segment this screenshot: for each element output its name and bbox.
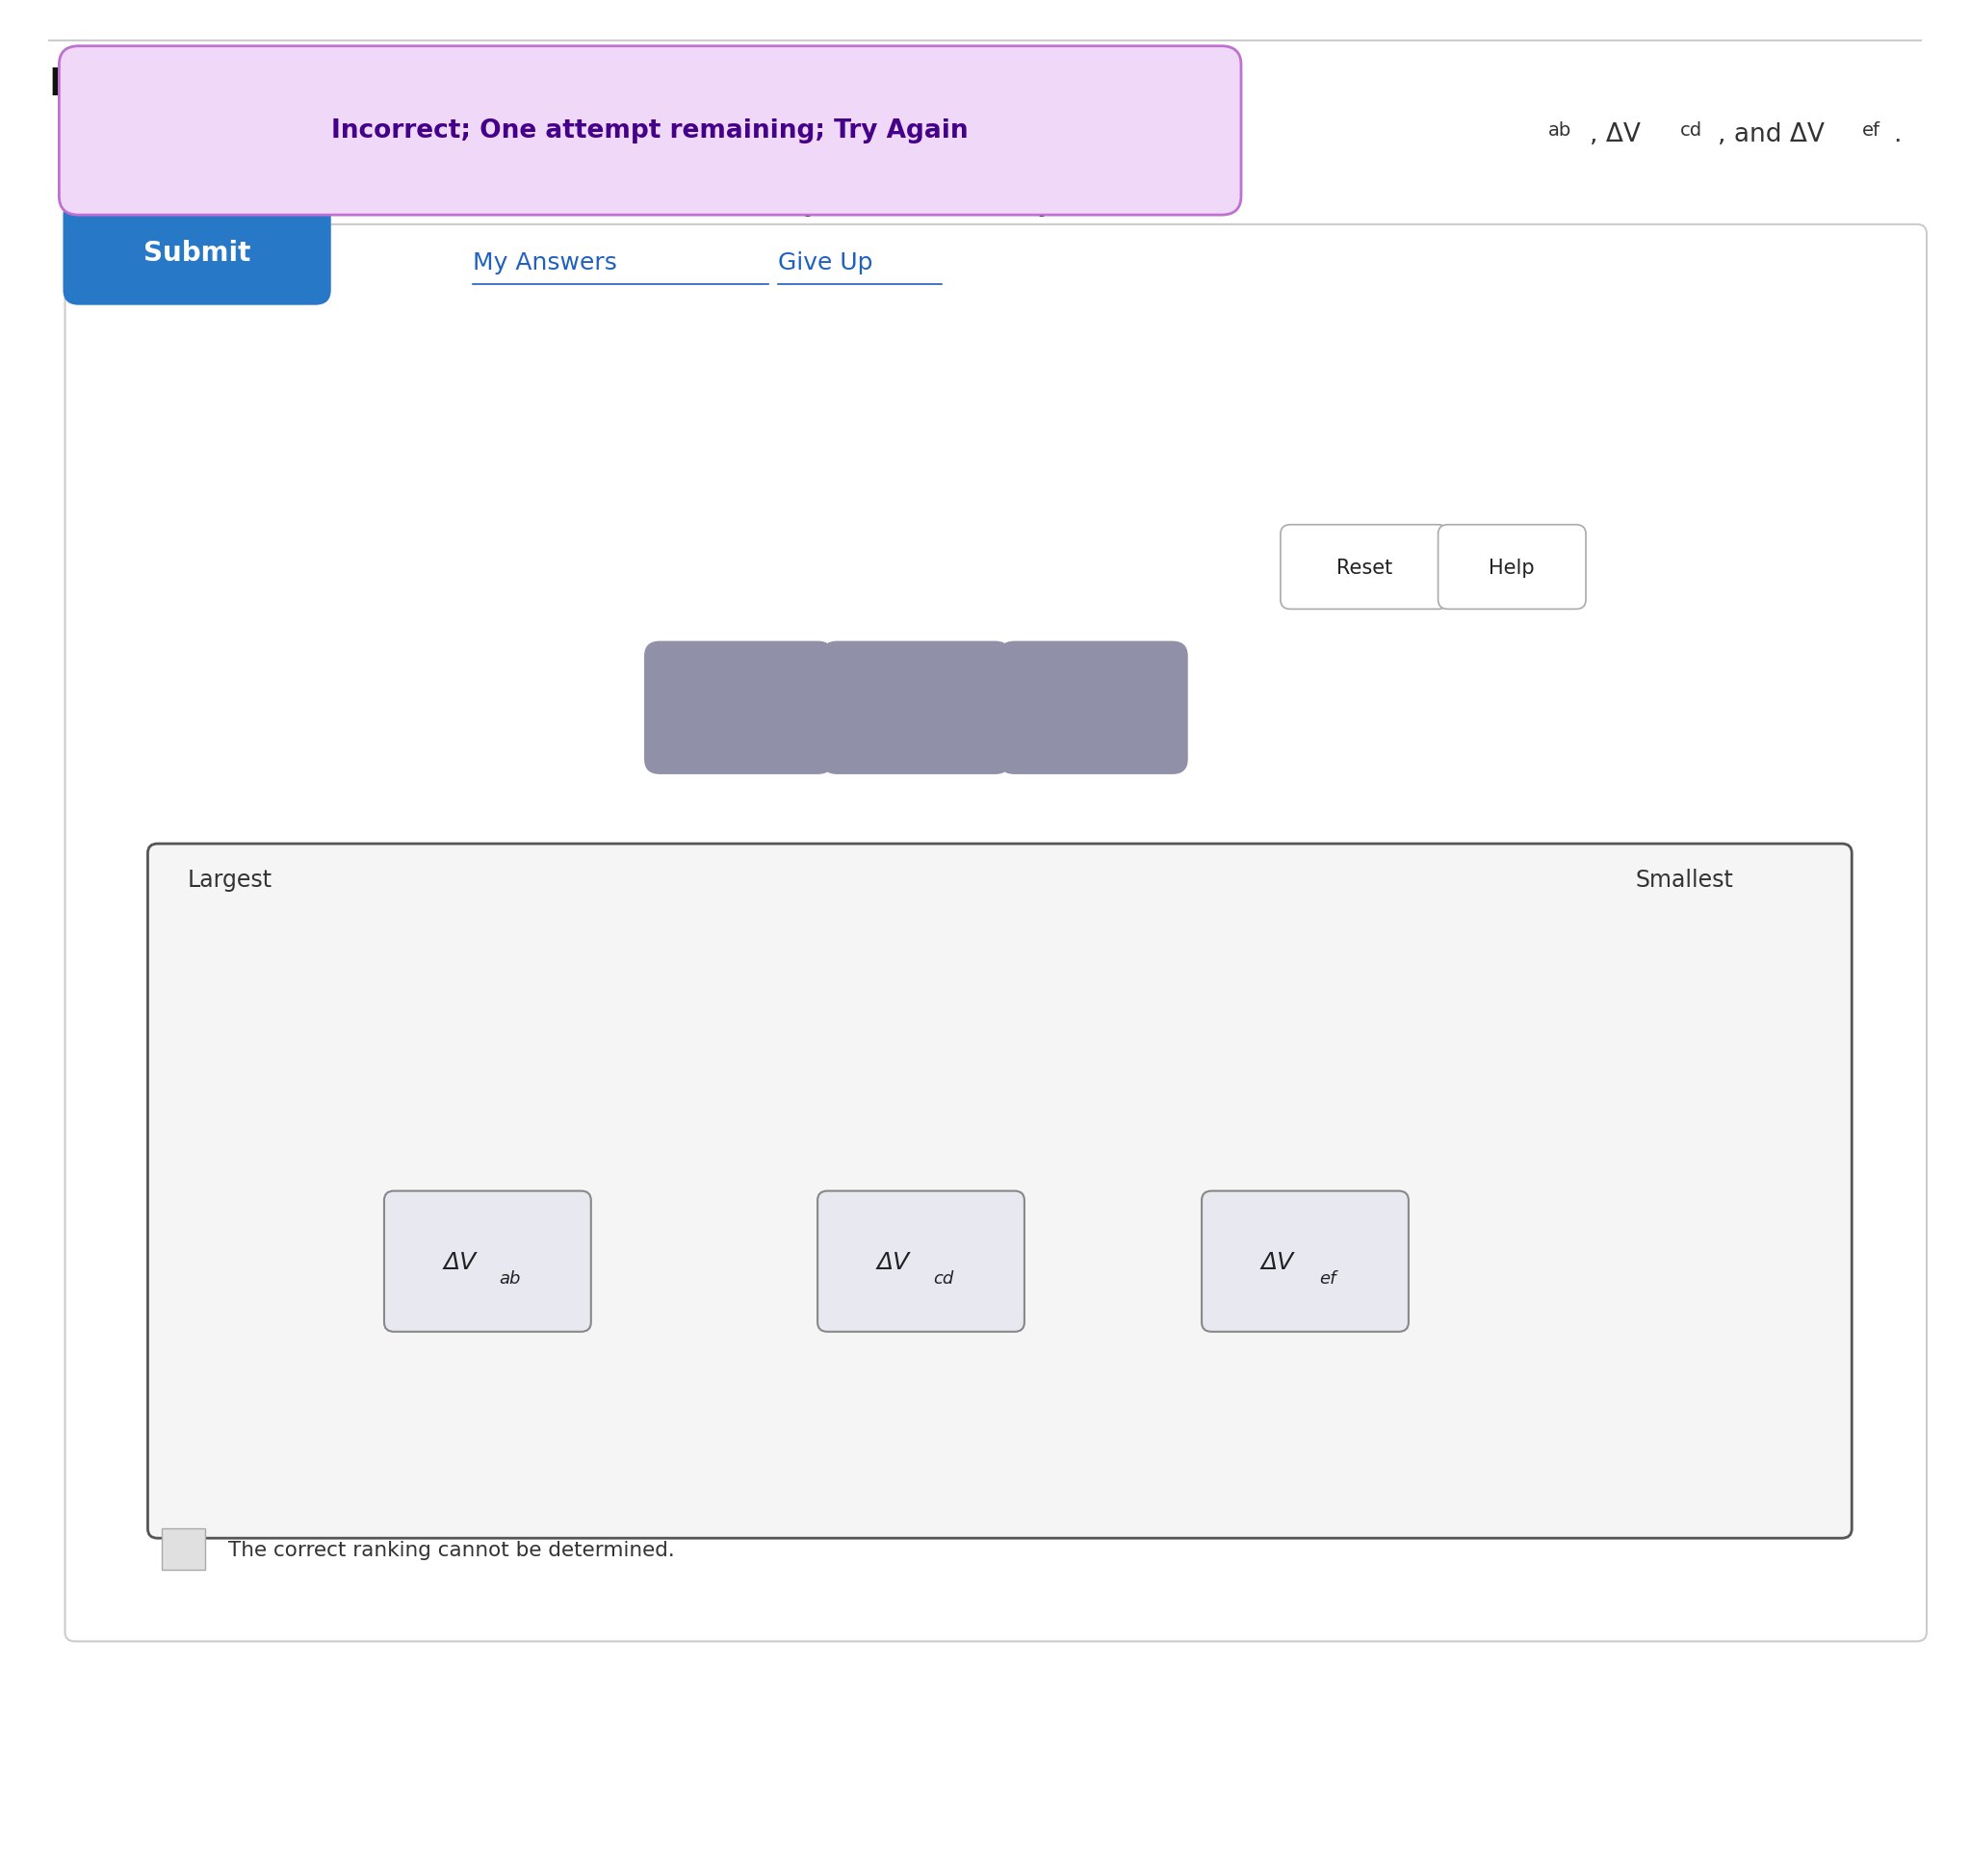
FancyBboxPatch shape <box>999 642 1188 775</box>
FancyBboxPatch shape <box>63 201 331 306</box>
Text: , and ΔV: , and ΔV <box>1718 122 1824 146</box>
Text: ef: ef <box>1862 120 1879 139</box>
FancyBboxPatch shape <box>818 1191 1024 1332</box>
Text: , ΔV: , ΔV <box>1590 122 1641 146</box>
FancyBboxPatch shape <box>1438 525 1586 610</box>
FancyBboxPatch shape <box>1202 1191 1409 1332</box>
FancyBboxPatch shape <box>384 1191 591 1332</box>
FancyBboxPatch shape <box>1281 525 1448 610</box>
Text: Rank from largest to smallest. To rank items as equivalent, overlap them.: Rank from largest to smallest. To rank i… <box>89 191 1149 216</box>
Text: ΔV: ΔV <box>877 1249 910 1274</box>
Text: Smallest: Smallest <box>1635 869 1734 891</box>
Text: .: . <box>1893 122 1901 146</box>
FancyBboxPatch shape <box>148 844 1852 1538</box>
Text: ΔV: ΔV <box>1261 1249 1294 1274</box>
FancyBboxPatch shape <box>59 47 1241 216</box>
Text: Give Up: Give Up <box>778 251 873 274</box>
Text: ab: ab <box>1548 120 1572 139</box>
Text: Reset: Reset <box>1336 557 1393 578</box>
Text: cd: cd <box>1680 120 1702 139</box>
Text: The correct ranking cannot be determined.: The correct ranking cannot be determined… <box>229 1540 676 1559</box>
FancyBboxPatch shape <box>821 642 1011 775</box>
Text: My Answers: My Answers <box>473 251 617 274</box>
Text: ab: ab <box>498 1270 520 1287</box>
Bar <box>162 1529 205 1570</box>
Text: ΔV: ΔV <box>443 1249 477 1274</box>
Text: ef: ef <box>1320 1270 1336 1287</box>
Text: Help: Help <box>1489 557 1535 578</box>
Text: cd: cd <box>934 1270 953 1287</box>
Text: Part B: Part B <box>49 66 179 101</box>
Text: Largest: Largest <box>187 869 272 891</box>
Text: Submit: Submit <box>144 240 250 266</box>
Text: Rank in order, from largest to smallest, the magnitudes of the potential differe: Rank in order, from largest to smallest,… <box>89 122 1192 146</box>
FancyBboxPatch shape <box>644 642 833 775</box>
Text: Incorrect; One attempt remaining; Try Again: Incorrect; One attempt remaining; Try Ag… <box>331 118 969 144</box>
FancyBboxPatch shape <box>65 225 1927 1642</box>
